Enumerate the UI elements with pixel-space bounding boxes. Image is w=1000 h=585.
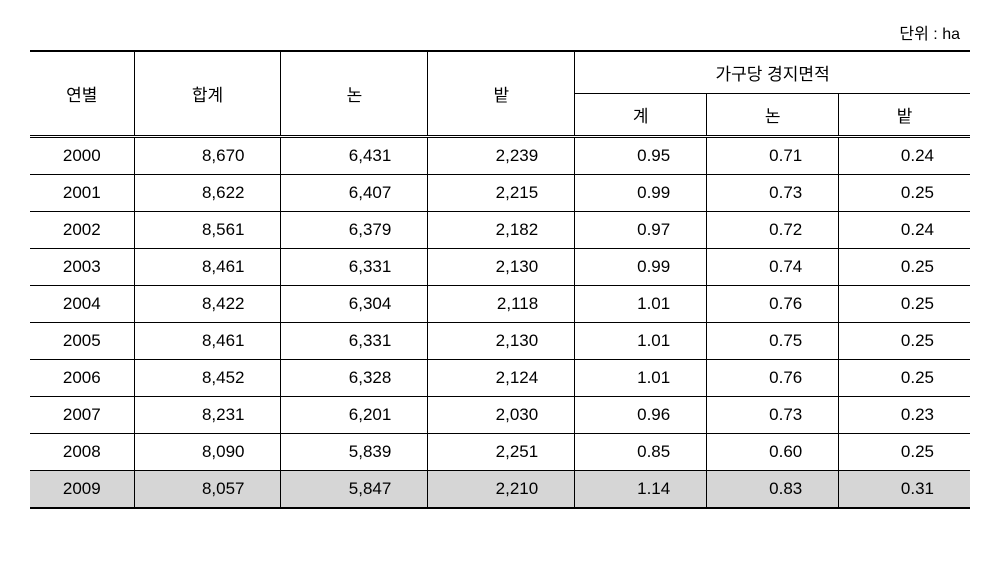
cell-ph-paddy: 0.75 [707,323,839,360]
data-table: 연별 합계 논 밭 가구당 경지면적 계 논 밭 20008,6706,4312… [30,50,970,509]
cell-total: 8,231 [134,397,281,434]
cell-ph-total: 0.96 [575,397,707,434]
cell-year: 2002 [30,212,134,249]
cell-year: 2000 [30,137,134,175]
table-row: 20018,6226,4072,2150.990.730.25 [30,175,970,212]
cell-ph-paddy: 0.72 [707,212,839,249]
cell-paddy: 6,407 [281,175,428,212]
cell-year: 2001 [30,175,134,212]
table-header: 연별 합계 논 밭 가구당 경지면적 계 논 밭 [30,51,970,137]
cell-ph-total: 1.01 [575,286,707,323]
cell-paddy: 6,331 [281,249,428,286]
cell-ph-paddy: 0.60 [707,434,839,471]
cell-total: 8,461 [134,249,281,286]
cell-ph-field: 0.24 [839,212,970,249]
cell-ph-field: 0.25 [839,249,970,286]
cell-year: 2005 [30,323,134,360]
table-row: 20098,0575,8472,2101.140.830.31 [30,471,970,509]
cell-field: 2,239 [428,137,575,175]
table-row: 20058,4616,3312,1301.010.750.25 [30,323,970,360]
cell-field: 2,210 [428,471,575,509]
cell-ph-paddy: 0.71 [707,137,839,175]
cell-total: 8,452 [134,360,281,397]
cell-field: 2,215 [428,175,575,212]
header-per-household: 가구당 경지면적 [575,51,970,94]
cell-total: 8,670 [134,137,281,175]
header-year: 연별 [30,51,134,137]
cell-paddy: 6,331 [281,323,428,360]
cell-total: 8,622 [134,175,281,212]
cell-paddy: 6,304 [281,286,428,323]
header-sub-paddy: 논 [707,94,839,137]
cell-ph-paddy: 0.74 [707,249,839,286]
cell-ph-paddy: 0.73 [707,397,839,434]
cell-ph-total: 0.97 [575,212,707,249]
cell-ph-paddy: 0.73 [707,175,839,212]
cell-year: 2003 [30,249,134,286]
cell-ph-total: 1.01 [575,360,707,397]
cell-total: 8,422 [134,286,281,323]
cell-paddy: 6,431 [281,137,428,175]
cell-total: 8,090 [134,434,281,471]
table-row: 20048,4226,3042,1181.010.760.25 [30,286,970,323]
cell-total: 8,461 [134,323,281,360]
cell-ph-paddy: 0.76 [707,286,839,323]
cell-total: 8,561 [134,212,281,249]
cell-year: 2006 [30,360,134,397]
cell-ph-field: 0.25 [839,360,970,397]
cell-year: 2004 [30,286,134,323]
header-sub-total: 계 [575,94,707,137]
cell-ph-field: 0.25 [839,434,970,471]
table-row: 20088,0905,8392,2510.850.600.25 [30,434,970,471]
cell-ph-field: 0.25 [839,175,970,212]
table-row: 20028,5616,3792,1820.970.720.24 [30,212,970,249]
table-row: 20078,2316,2012,0300.960.730.23 [30,397,970,434]
header-sub-field: 밭 [839,94,970,137]
cell-ph-total: 0.99 [575,175,707,212]
cell-total: 8,057 [134,471,281,509]
cell-ph-paddy: 0.83 [707,471,839,509]
cell-paddy: 6,379 [281,212,428,249]
cell-ph-total: 1.14 [575,471,707,509]
cell-year: 2007 [30,397,134,434]
cell-field: 2,182 [428,212,575,249]
header-field: 밭 [428,51,575,137]
cell-ph-total: 0.99 [575,249,707,286]
cell-paddy: 5,847 [281,471,428,509]
cell-ph-field: 0.25 [839,323,970,360]
cell-ph-field: 0.23 [839,397,970,434]
cell-year: 2009 [30,471,134,509]
cell-ph-total: 0.85 [575,434,707,471]
cell-field: 2,124 [428,360,575,397]
table-row: 20068,4526,3282,1241.010.760.25 [30,360,970,397]
cell-field: 2,130 [428,249,575,286]
cell-paddy: 5,839 [281,434,428,471]
cell-ph-field: 0.31 [839,471,970,509]
cell-ph-total: 0.95 [575,137,707,175]
cell-year: 2008 [30,434,134,471]
unit-label: 단위 : ha [30,20,970,44]
cell-field: 2,030 [428,397,575,434]
table-row: 20038,4616,3312,1300.990.740.25 [30,249,970,286]
cell-field: 2,251 [428,434,575,471]
table-row: 20008,6706,4312,2390.950.710.24 [30,137,970,175]
cell-paddy: 6,201 [281,397,428,434]
header-total: 합계 [134,51,281,137]
cell-ph-paddy: 0.76 [707,360,839,397]
cell-paddy: 6,328 [281,360,428,397]
cell-ph-field: 0.24 [839,137,970,175]
cell-ph-total: 1.01 [575,323,707,360]
header-paddy: 논 [281,51,428,137]
cell-field: 2,130 [428,323,575,360]
table-body: 20008,6706,4312,2390.950.710.2420018,622… [30,137,970,509]
cell-field: 2,118 [428,286,575,323]
cell-ph-field: 0.25 [839,286,970,323]
